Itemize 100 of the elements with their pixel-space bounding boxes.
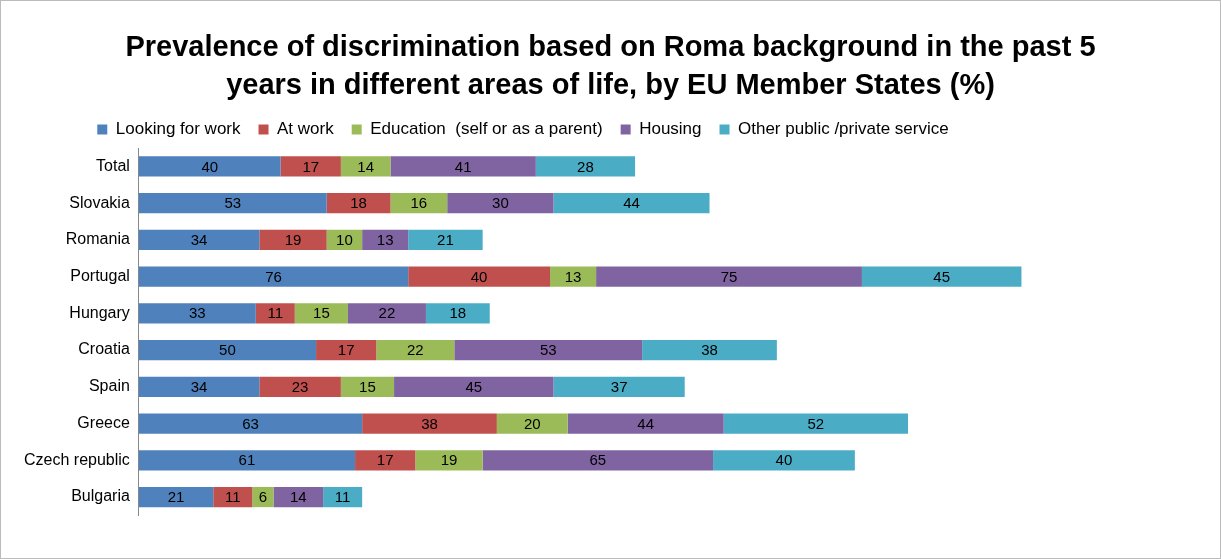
bar <box>415 450 483 471</box>
bar <box>550 266 597 287</box>
bar <box>138 450 356 471</box>
bar <box>347 303 426 324</box>
bar <box>642 339 777 361</box>
bar <box>496 413 568 434</box>
y-tick-label: Slovakia <box>69 193 130 211</box>
data-label: 18 <box>449 304 467 322</box>
chart-title: Prevalence of discrimination based on Roma background in the past 5 years in different areas of life, by EU Member States (%) <box>124 29 1097 102</box>
data-label: 61 <box>238 451 256 469</box>
y-tick-label: Bulgaria <box>71 487 130 505</box>
bar <box>138 413 363 434</box>
bar <box>138 486 214 508</box>
data-label: 38 <box>421 414 438 432</box>
bar <box>713 450 855 471</box>
data-label: 75 <box>720 267 738 285</box>
legend-label: Education (self or as a parent) <box>370 119 603 139</box>
y-tick-label: Romania <box>65 230 130 248</box>
bar <box>138 303 256 324</box>
y-tick-label: Hungary <box>69 303 130 321</box>
data-label: 37 <box>610 377 628 395</box>
data-label: 10 <box>336 230 353 248</box>
bar <box>280 156 341 177</box>
bar <box>723 413 909 434</box>
bar <box>138 156 281 177</box>
bar <box>326 193 391 214</box>
data-label: 53 <box>224 194 242 212</box>
bar <box>408 229 483 250</box>
data-label: 22 <box>378 304 396 322</box>
data-label: 34 <box>190 377 208 395</box>
data-label: 20 <box>523 414 541 432</box>
y-tick-label: Portugal <box>70 267 130 284</box>
y-tick-label: Greece <box>77 413 130 431</box>
data-label: 6 <box>258 488 268 506</box>
bar <box>138 376 260 397</box>
bar <box>340 376 395 397</box>
bar <box>567 413 724 434</box>
data-label: 23 <box>291 377 309 395</box>
data-label: 28 <box>577 157 594 175</box>
bar <box>425 303 490 324</box>
bar <box>323 486 363 508</box>
data-label: 16 <box>410 194 428 212</box>
data-label: 18 <box>350 194 367 212</box>
data-label: 30 <box>492 194 509 212</box>
data-label: 45 <box>933 267 951 285</box>
data-label: 65 <box>589 451 607 469</box>
bar <box>390 193 448 214</box>
data-label: 17 <box>302 157 320 175</box>
bar <box>482 450 714 471</box>
bar <box>213 486 253 508</box>
bar <box>553 376 685 397</box>
data-label: 11 <box>334 488 351 506</box>
legend-label: Housing <box>639 119 702 139</box>
data-label: 45 <box>465 377 483 395</box>
bar <box>259 229 327 250</box>
legend-label: At work <box>277 119 335 139</box>
data-label: 19 <box>440 451 458 469</box>
bar <box>138 266 409 287</box>
data-label: 44 <box>623 194 640 212</box>
bar <box>408 266 551 287</box>
data-label: 40 <box>470 267 488 285</box>
data-label: 53 <box>539 341 557 359</box>
data-label: 41 <box>454 157 472 175</box>
y-tick-label: Croatia <box>78 340 130 358</box>
data-label: 50 <box>219 341 236 359</box>
bar <box>355 450 416 471</box>
data-label: 38 <box>701 341 718 359</box>
bar <box>861 266 1022 287</box>
bar <box>596 266 862 287</box>
bar <box>138 339 317 361</box>
legend-label: Other public /private service <box>738 119 949 139</box>
bar <box>340 156 391 177</box>
data-label: 14 <box>357 157 375 175</box>
bar <box>447 193 554 214</box>
bar <box>255 303 295 324</box>
bar <box>294 303 348 324</box>
y-tick-label: Czech republic <box>24 450 130 468</box>
legend-label: Looking for work <box>115 119 242 139</box>
data-label: 40 <box>201 157 219 175</box>
data-label: 63 <box>242 414 259 432</box>
bar <box>535 156 636 177</box>
bar <box>259 376 341 397</box>
bar <box>273 486 324 508</box>
y-tick-label: Spain <box>88 377 130 395</box>
bar <box>376 339 455 361</box>
data-label: 17 <box>376 451 394 469</box>
data-label: 40 <box>775 451 793 469</box>
data-label: 13 <box>376 230 394 248</box>
bar <box>138 229 260 250</box>
data-label: 34 <box>190 230 208 248</box>
bar <box>390 156 536 177</box>
data-label: 21 <box>167 488 185 506</box>
bar <box>316 339 377 361</box>
data-label: 17 <box>337 341 355 359</box>
bar <box>362 413 497 434</box>
bar <box>138 193 327 214</box>
y-tick-label: Total <box>96 156 130 174</box>
data-label: 11 <box>267 304 284 322</box>
data-label: 52 <box>807 414 825 432</box>
data-label: 15 <box>359 377 376 395</box>
